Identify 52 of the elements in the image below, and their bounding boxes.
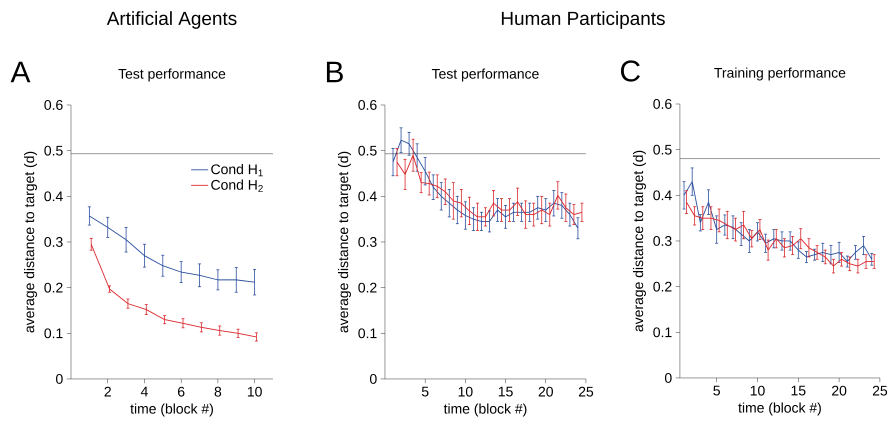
y-tick-label: 0.5 [358, 146, 377, 156]
x-tick-label: 25 [872, 386, 888, 396]
y-tick-label: 0.5 [44, 146, 63, 156]
x-tick-label: 25 [578, 386, 594, 397]
y-tick-label: 0.1 [358, 328, 377, 338]
y-axis-title: average distance to target (d) [24, 152, 37, 332]
x-tick-label: 15 [792, 386, 806, 396]
x-tick-label: 6 [178, 386, 184, 397]
chart-title: Test performance [118, 68, 226, 82]
y-tick-label: 0.3 [358, 237, 377, 247]
x-tick-label: 5 [422, 386, 428, 396]
y-tick-label: 0.6 [44, 100, 63, 110]
y-tick-label: 0 [56, 374, 63, 384]
y-tick-label: 0 [664, 373, 672, 383]
y-axis-title: average distance to target (d) [338, 152, 351, 332]
x-tick-label: 20 [538, 386, 553, 397]
y-tick-label: 0.1 [44, 328, 63, 338]
legend-label: Cond H$_{1}$ [211, 164, 263, 176]
x-tick-label: 20 [832, 386, 846, 396]
y-tick-label: 0.1 [653, 327, 672, 338]
text: A [10, 62, 30, 82]
x-tick-label: 10 [750, 386, 765, 396]
legend-label: Cond H$_{2}$ [211, 180, 263, 192]
x-tick-label: 8 [214, 386, 222, 397]
y-tick-label: 0.4 [653, 190, 672, 200]
x-axis-title: time (block #) [130, 403, 213, 416]
y-tick-label: 0.4 [358, 191, 377, 202]
chart-title: Test performance [432, 68, 539, 82]
x-axis-title: time (block #) [738, 402, 821, 416]
x-tick-label: 15 [498, 386, 513, 396]
text: C [620, 60, 640, 82]
x-tick-label: 10 [248, 386, 262, 397]
chart-title: Training performance [714, 68, 846, 81]
y-tick-label: 0.4 [44, 191, 63, 202]
x-tick-label: 10 [458, 386, 473, 397]
y-tick-label: 0.6 [358, 100, 377, 110]
y-tick-label: 0.6 [653, 99, 672, 109]
x-tick-label: 2 [104, 386, 111, 396]
y-tick-label: 0 [370, 374, 377, 384]
y-tick-label: 0.2 [653, 282, 672, 292]
y-tick-label: 0.5 [653, 144, 672, 155]
y-tick-label: 0.3 [653, 236, 672, 246]
text: Human Participants [502, 11, 665, 29]
x-tick-label: 4 [140, 386, 148, 396]
y-tick-label: 0.2 [358, 282, 377, 293]
text: B [326, 62, 343, 82]
x-tick-label: 5 [713, 386, 720, 396]
x-axis-title: time (block #) [444, 403, 526, 416]
y-tick-label: 0.2 [44, 282, 63, 293]
y-tick-label: 0.3 [44, 237, 63, 247]
text: Artificial Agents [106, 11, 236, 29]
y-axis-title: average distance to target (d) [632, 150, 646, 332]
